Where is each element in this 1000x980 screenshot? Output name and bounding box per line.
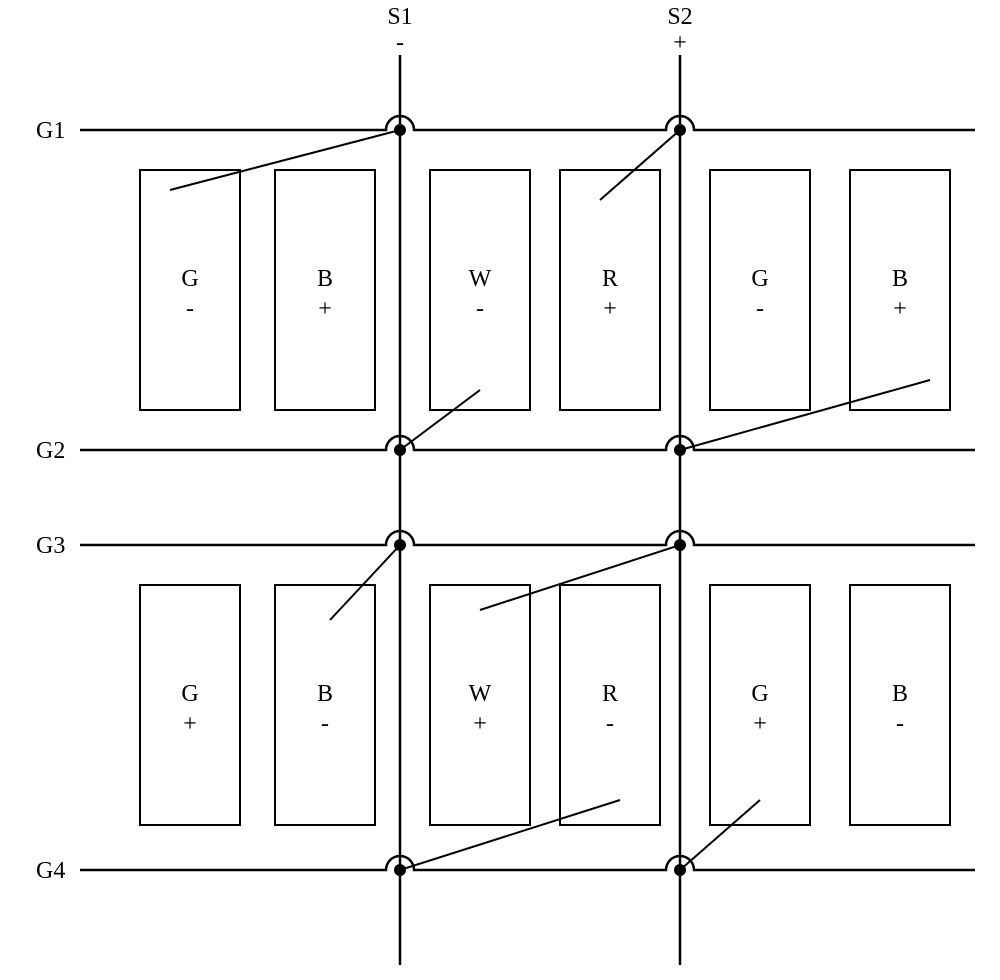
junction-s2-g4: [674, 864, 686, 876]
gate-label-g2: G2: [36, 438, 65, 464]
gate-label-g3: G3: [36, 533, 65, 559]
gate-line-g1: [80, 116, 975, 130]
transistor-connection-7: [680, 800, 760, 870]
gate-label-g1: G1: [36, 118, 65, 144]
source-label-s2: S2: [667, 4, 692, 30]
source-polarity-s1: -: [396, 30, 404, 56]
junction-s1-g4: [394, 864, 406, 876]
source-label-s1: S1: [387, 4, 412, 30]
source-polarity-s2: +: [673, 30, 687, 56]
subpixel-label-r1-c4: G: [751, 681, 768, 707]
subpixel-label-r0-c0: G: [181, 266, 198, 292]
subpixel-label-r1-c2: W: [469, 681, 492, 707]
gate-line-g2: [80, 436, 975, 450]
subpixel-label-r1-c3: R: [602, 681, 618, 707]
transistor-connection-1: [600, 130, 680, 200]
junction-s1-g3: [394, 539, 406, 551]
junction-s1-g1: [394, 124, 406, 136]
subpixel-label-r0-c3: R: [602, 266, 618, 292]
gate-label-g4: G4: [36, 858, 65, 884]
transistor-connection-3: [680, 380, 930, 450]
subpixel-polarity-r1-c3: -: [606, 711, 614, 737]
subpixel-polarity-r0-c5: +: [893, 296, 907, 322]
junction-s2-g3: [674, 539, 686, 551]
subpixel-polarity-r0-c3: +: [603, 296, 617, 322]
subpixel-polarity-r1-c5: -: [896, 711, 904, 737]
subpixel-polarity-r1-c2: +: [473, 711, 487, 737]
transistor-connection-0: [170, 130, 400, 190]
subpixel-polarity-r1-c1: -: [321, 711, 329, 737]
subpixel-polarity-r0-c1: +: [318, 296, 332, 322]
transistor-connection-4: [330, 545, 400, 620]
transistor-connection-6: [400, 800, 620, 870]
subpixel-label-r1-c5: B: [892, 681, 908, 707]
junction-s1-g2: [394, 444, 406, 456]
subpixel-label-r1-c0: G: [181, 681, 198, 707]
subpixel-label-r0-c2: W: [469, 266, 492, 292]
junction-s2-g1: [674, 124, 686, 136]
gate-line-g4: [80, 856, 975, 870]
junction-s2-g2: [674, 444, 686, 456]
gate-line-g3: [80, 531, 975, 545]
transistor-connection-5: [480, 545, 680, 610]
transistor-connection-2: [400, 390, 480, 450]
subpixel-label-r0-c1: B: [317, 266, 333, 292]
subpixel-polarity-r0-c4: -: [756, 296, 764, 322]
subpixel-polarity-r0-c0: -: [186, 296, 194, 322]
subpixel-label-r1-c1: B: [317, 681, 333, 707]
subpixel-polarity-r1-c0: +: [183, 711, 197, 737]
subpixel-label-r0-c4: G: [751, 266, 768, 292]
subpixel-polarity-r0-c2: -: [476, 296, 484, 322]
subpixel-label-r0-c5: B: [892, 266, 908, 292]
subpixel-polarity-r1-c4: +: [753, 711, 767, 737]
